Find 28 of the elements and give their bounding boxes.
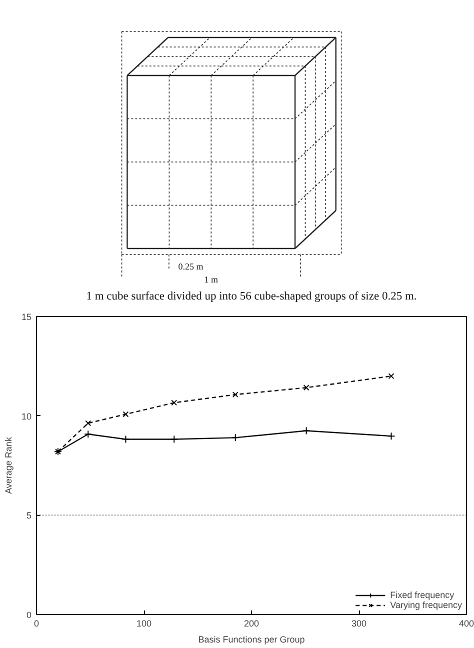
point bbox=[302, 426, 310, 435]
y-tick-label: 10 bbox=[21, 411, 32, 422]
y-axis-title: Average Rank bbox=[3, 436, 14, 494]
x-tick-label: 400 bbox=[458, 618, 474, 628]
point bbox=[122, 411, 129, 418]
point bbox=[387, 432, 396, 440]
x-tick-label: 200 bbox=[244, 618, 260, 628]
point bbox=[303, 384, 310, 391]
text: 0.25 m bbox=[178, 262, 204, 272]
legend-label: Varying frequency bbox=[390, 600, 462, 610]
point bbox=[171, 400, 178, 406]
point bbox=[85, 420, 92, 426]
x-tick-label: 0 bbox=[34, 618, 40, 628]
point bbox=[231, 434, 240, 442]
y-tick-label: 5 bbox=[26, 510, 32, 521]
x-tick-label: 100 bbox=[136, 618, 152, 628]
point bbox=[84, 430, 92, 438]
legend-label: Fixed frequency bbox=[390, 590, 454, 600]
point bbox=[122, 435, 130, 444]
point bbox=[232, 392, 238, 398]
x-tick-label: 300 bbox=[351, 618, 367, 628]
text: 1 m cube surface divided up into 56 cube-shaped groups of size 0.25 m. bbox=[86, 290, 417, 302]
y-tick-label: 0 bbox=[26, 610, 32, 620]
y-tick-label: 15 bbox=[21, 312, 32, 322]
text: 1 m bbox=[204, 274, 218, 284]
point bbox=[388, 373, 394, 380]
x-axis-title: Basis Functions per Group bbox=[198, 634, 305, 644]
point bbox=[170, 435, 178, 444]
